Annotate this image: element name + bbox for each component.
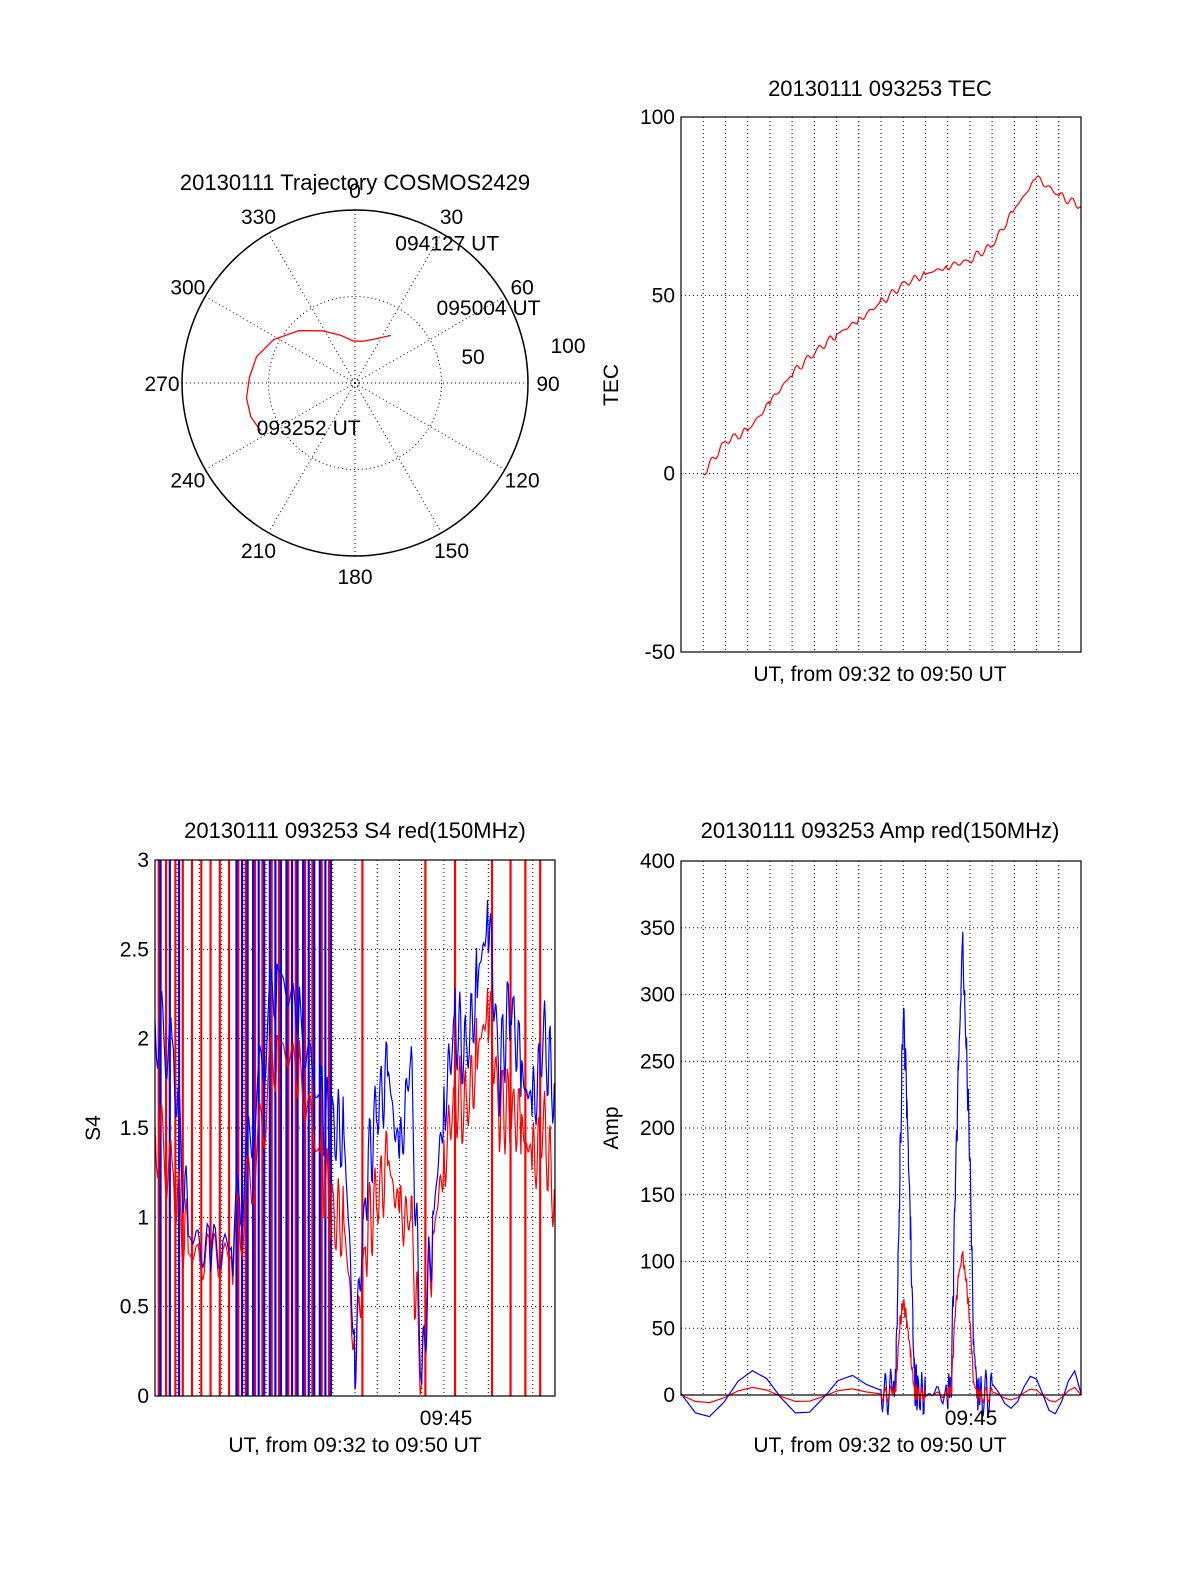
y-tick-label: 1 [137,1206,149,1229]
amp-title: 20130111 093253 Amp red(150MHz) [701,818,1060,843]
tec-title: 20130111 093253 TEC [768,76,992,101]
y-tick-label: 200 [640,1117,675,1140]
amp-ylabel: Amp [600,1106,623,1149]
tec-series-line [702,175,1082,476]
y-tick-label: 1.5 [120,1117,149,1140]
amp-panel: 20130111 093253 Amp red(150MHz) 0 50 100 15… [600,818,1082,1457]
polar-time-annotation: 093252 UT [257,417,361,440]
polar-panel: 20130111 Trajectory COSMOS2429 0 30 60 90 12… [144,170,585,589]
y-tick-label: -50 [645,641,675,664]
s4-grid [155,860,555,1396]
s4-y-ticks: 0 0.5 1 1.5 2 2.5 3 [120,849,149,1408]
s4-title: 20130111 093253 S4 red(150MHz) [184,818,526,843]
polar-angle-label: 30 [440,206,463,229]
amp-y-ticks: 0 50 100 150 200 250 300 350 400 [640,850,675,1407]
amp-plot-frame [680,860,1082,1396]
y-tick-label: 150 [640,1184,675,1207]
polar-angle-label: 60 [510,277,533,300]
polar-inner-ring [268,296,442,470]
y-tick-label: 300 [640,984,675,1007]
polar-angle-label: 180 [337,566,372,589]
y-tick-label: 100 [640,1251,675,1274]
polar-angle-label: 270 [144,373,179,396]
y-tick-label: 350 [640,917,675,940]
polar-spoke [354,382,442,534]
amp-blue-series-line [680,931,1082,1418]
s4-spikes [157,860,542,1396]
tec-xlabel: UT, from 09:32 to 09:50 UT [753,663,1006,686]
polar-radius-label: 50 [461,346,484,369]
y-tick-label: 50 [652,284,675,307]
y-tick-label: 3 [137,849,149,872]
amp-grid [681,861,1081,1395]
y-tick-label: 0.5 [120,1296,149,1319]
polar-angle-label: 330 [241,206,276,229]
polar-grid [181,209,529,557]
amp-xtick-label: 09:45 [945,1407,998,1430]
polar-time-annotation: 094127 UT [395,233,499,256]
tec-plot-frame [680,116,1082,653]
polar-radius-label: 100 [550,335,585,358]
y-tick-label: 250 [640,1050,675,1073]
polar-angle-label: 90 [536,373,559,396]
polar-angle-label: 120 [505,470,540,493]
y-tick-label: 400 [640,850,675,873]
polar-angle-label: 210 [241,540,276,563]
polar-radius-labels: 50 100 [461,335,585,369]
tec-panel: 20130111 093253 TEC -50 0 50 100 TEC UT, fr… [600,76,1082,686]
s4-plot-frame [154,859,556,1397]
polar-spoke [354,382,506,470]
s4-xlabel: UT, from 09:32 to 09:50 UT [228,1434,481,1457]
s4-red-series-line [154,987,556,1395]
y-tick-label: 0 [137,1385,149,1408]
tec-y-ticks: -50 0 50 100 [640,106,675,664]
polar-time-annotation: 095004 UT [437,297,541,320]
y-tick-label: 0 [663,463,675,486]
amp-red-series-line [680,1251,1082,1404]
s4-panel: 20130111 093253 S4 red(150MHz) 0 0.5 1 1.5 2… [82,818,556,1457]
tec-ylabel: TEC [600,364,623,406]
polar-spoke [354,232,442,384]
s4-blue-series-line [154,899,556,1390]
polar-trajectory-line [245,329,392,432]
polar-title: 20130111 Trajectory COSMOS2429 [180,170,530,195]
polar-angle-label: 0 [349,180,361,203]
polar-spoke [204,296,356,384]
polar-spoke [268,232,356,384]
polar-spoke [268,382,356,534]
polar-annotations: 093252 UT 094127 UT 095004 UT [257,233,541,440]
polar-spoke [354,296,506,384]
polar-angle-label: 150 [434,540,469,563]
y-tick-label: 2 [137,1028,149,1051]
y-tick-label: 0 [663,1384,675,1407]
polar-spoke [204,382,356,470]
y-tick-label: 2.5 [120,938,149,961]
polar-angle-label: 300 [170,277,205,300]
polar-angle-labels: 0 30 60 90 120 150 180 210 240 270 300 330 [144,180,559,589]
y-tick-label: 100 [640,106,675,129]
polar-angle-label: 240 [170,470,205,493]
s4-xtick-label: 09:45 [420,1407,473,1430]
amp-xlabel: UT, from 09:32 to 09:50 UT [753,1434,1006,1457]
s4-ylabel: S4 [82,1115,105,1141]
tec-grid [681,117,1081,652]
y-tick-label: 50 [652,1317,675,1340]
